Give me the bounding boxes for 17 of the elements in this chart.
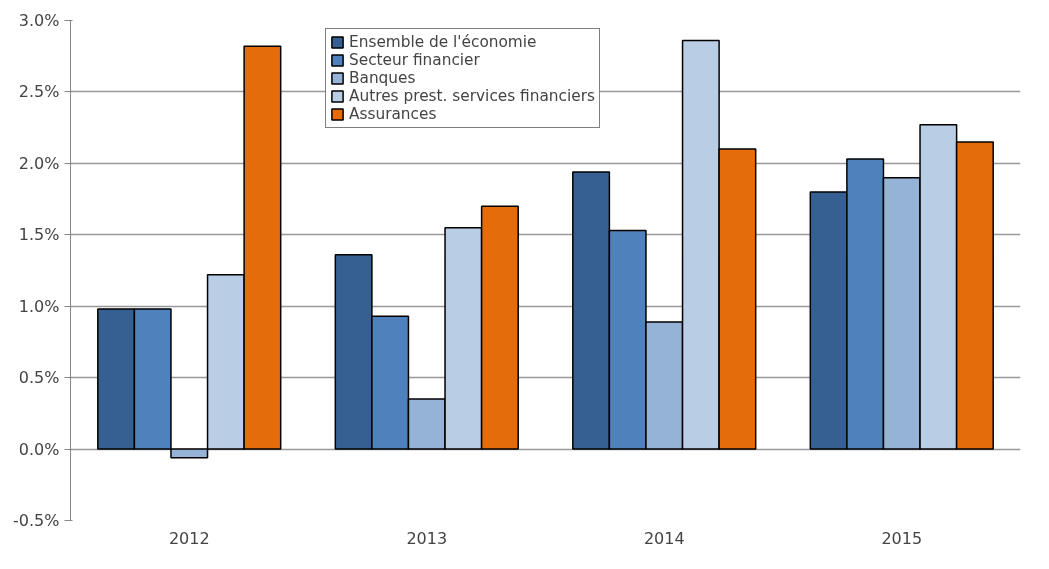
legend-label: Autres prest. services financiers [349,87,595,105]
legend-label: Banques [349,69,416,87]
y-tick-label: -0.5% [13,511,60,530]
legend-label: Ensemble de l'économie [349,33,537,51]
y-tick-label: 2.5% [18,82,60,102]
y-tick-label: 2.0% [18,153,60,173]
x-tick-label: 2012 [168,528,210,548]
legend-label: Secteur financier [349,51,480,69]
x-tick-label: 2013 [406,528,448,548]
legend-label: Assurances [349,105,437,123]
x-tick-label: 2014 [643,528,685,548]
x-tick-label: 2015 [881,528,923,548]
y-tick-label: 1.5% [18,225,60,245]
y-tick-label: 0.0% [18,439,60,459]
y-tick-label: 3.0% [18,11,60,30]
y-tick-label: 0.5% [18,368,60,388]
y-tick-label: 1.0% [18,296,60,316]
